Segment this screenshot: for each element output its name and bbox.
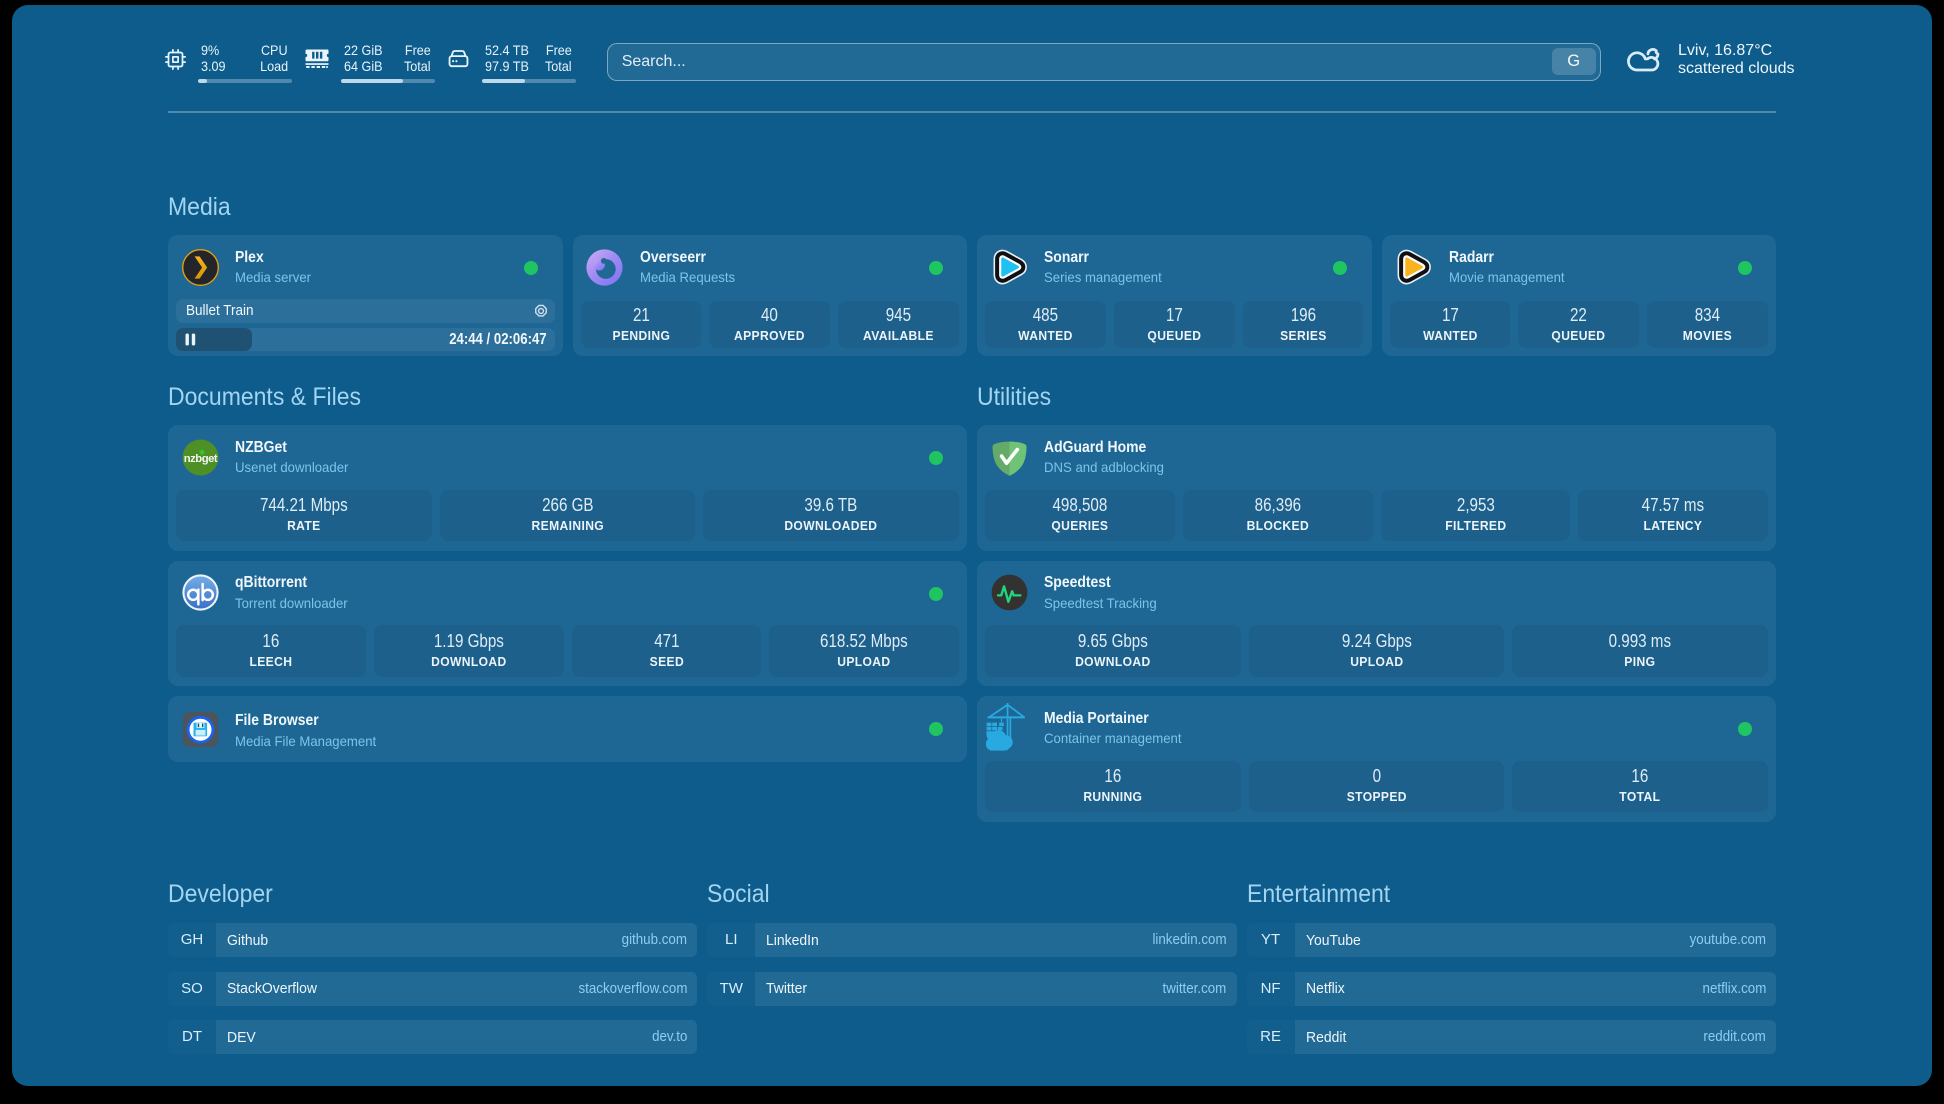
svg-text:nzbget: nzbget [183, 453, 217, 465]
